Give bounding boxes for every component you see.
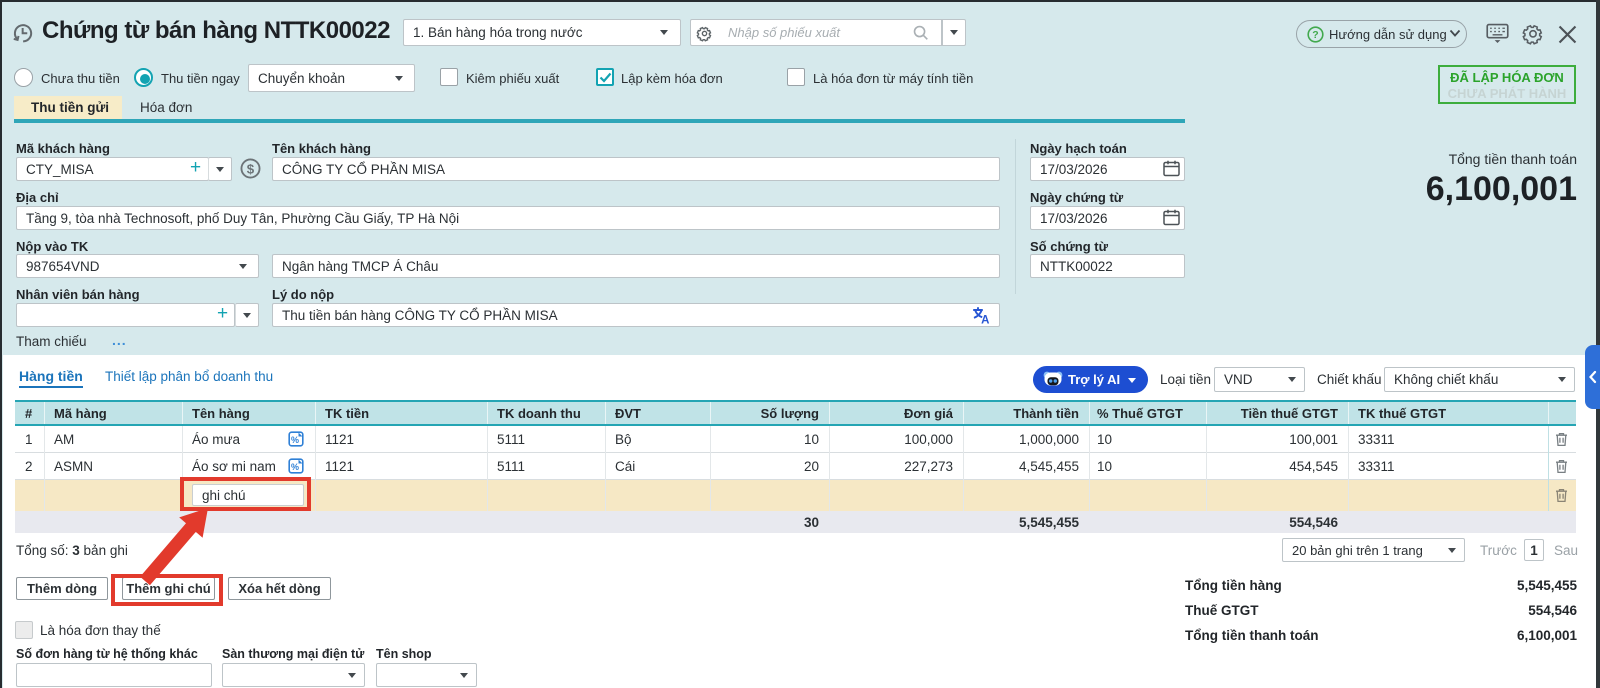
svg-text:%: % xyxy=(291,435,299,445)
svg-text:%: % xyxy=(291,462,299,472)
svg-text:?: ? xyxy=(1312,29,1318,41)
svg-text:$: $ xyxy=(247,161,255,176)
svg-text:A: A xyxy=(981,314,989,324)
